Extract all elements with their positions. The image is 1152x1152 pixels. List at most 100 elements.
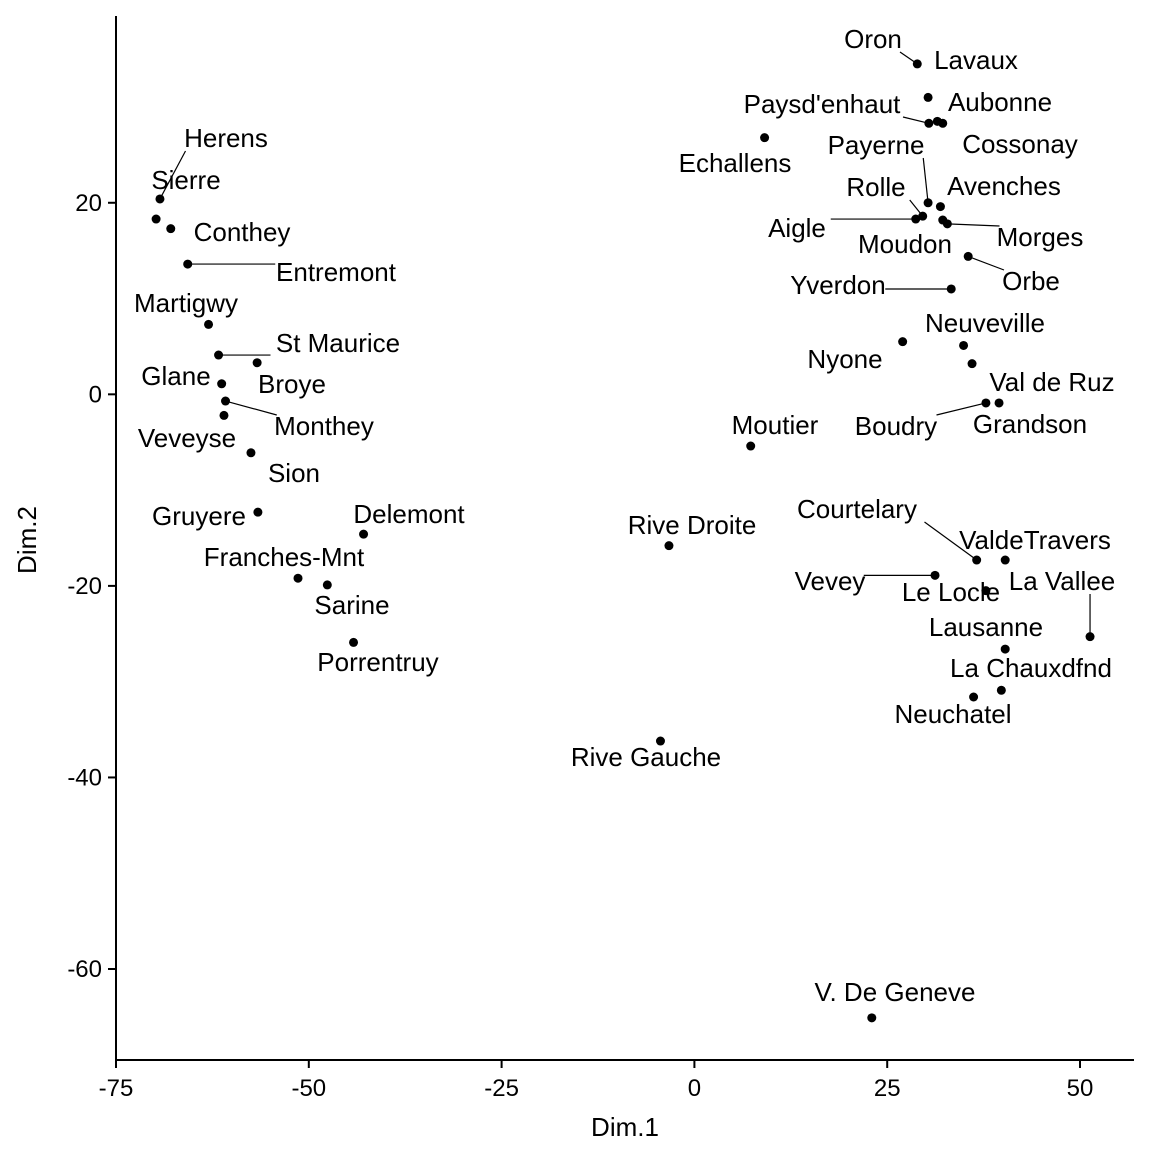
x-tick-label: -75 [99,1075,134,1102]
data-point [938,118,948,128]
data-point [935,202,945,212]
point-label: Moutier [732,410,819,440]
data-point [918,211,928,221]
point-labels: Oron Lavaux Paysd'enhaut Aubonne Cossonay Ech… [134,24,1115,1007]
point-label: Rive Droite [628,510,757,540]
data-point [923,198,933,208]
point-label: Sarine [314,590,389,620]
data-point [967,359,977,369]
point-label: Porrentruy [317,647,438,677]
data-point [946,284,956,294]
point-label: Oron [844,24,902,54]
data-point [981,398,991,408]
data-point [912,59,922,69]
point-label: Rolle [846,172,905,202]
data-point [930,570,940,580]
point-label: Lavaux [934,45,1018,75]
y-axis-title: Dim.2 [12,506,42,574]
point-label: Vevey [795,566,866,596]
point-label: Herens [184,123,268,153]
data-point [293,573,303,583]
data-point [359,529,369,539]
point-label: Moudon [858,229,952,259]
point-label: Paysd'enhaut [744,89,902,119]
data-point [924,118,934,128]
y-tick-label: -20 [67,573,102,600]
data-point [963,251,973,261]
data-point [994,398,1004,408]
axis-ticks: -75 -50 -25 0 25 50 -60 -40 -20 0 20 [67,190,1093,1102]
point-label: Aubonne [948,87,1052,117]
data-point [923,92,933,102]
point-label: Orbe [1002,266,1060,296]
point-label: Neuveville [925,308,1045,338]
y-tick-label: -60 [67,956,102,983]
point-label: Franches-Mnt [204,542,365,572]
data-point [996,685,1006,695]
data-point [349,637,359,647]
point-label: St Maurice [276,328,400,358]
data-point [664,541,674,551]
data-point [981,586,991,596]
data-point [214,350,224,360]
point-label: Nyone [807,344,882,374]
point-label: Cossonay [962,129,1078,159]
label-leader-line [936,402,987,416]
point-label: Gruyere [152,501,246,531]
label-leader-line [922,157,929,203]
point-label: Val de Ruz [989,367,1114,397]
data-point [253,507,263,517]
label-leader-line [967,255,1005,271]
label-leader-line [924,521,978,561]
leader-lines [159,51,1091,637]
data-point [1000,644,1010,654]
x-tick-label: 50 [1067,1075,1094,1102]
point-label: La Chauxdfnd [950,653,1112,683]
data-point [911,214,921,224]
label-leader-line [225,400,277,416]
y-tick-label: 0 [89,381,102,408]
x-tick-label: -50 [291,1075,326,1102]
x-axis-title: Dim.1 [591,1112,659,1142]
point-label: Yverdon [790,270,885,300]
point-label: Monthey [274,411,374,441]
data-point [155,194,165,204]
data-point [898,337,908,347]
data-point [217,379,227,389]
data-point [972,555,982,565]
data-point [959,340,969,350]
point-label: Broye [258,369,326,399]
x-tick-label: 25 [874,1075,901,1102]
point-label: ValdeTravers [959,525,1111,555]
label-leader-line [159,150,187,200]
data-point [252,358,262,368]
data-points [151,59,1095,1023]
data-point [942,219,952,229]
data-point [151,214,161,224]
point-label: Avenches [947,171,1061,201]
point-label: Le Locle [902,577,1000,607]
point-label: Entremont [276,257,397,287]
point-label: Glane [141,361,210,391]
data-point [1000,555,1010,565]
x-tick-label: 0 [688,1075,701,1102]
point-label: Sion [268,458,320,488]
point-label: Echallens [679,148,792,178]
data-point [204,319,214,329]
y-tick-label: 20 [75,190,102,217]
data-point [166,224,176,234]
point-label: Rive Gauche [571,742,721,772]
point-label: V. De Geneve [815,977,976,1007]
data-point [969,692,979,702]
data-point [760,133,770,143]
point-label: Boudry [855,411,937,441]
data-point [655,736,665,746]
data-point [746,441,756,451]
point-label: Neuchatel [894,699,1011,729]
data-point [183,259,193,269]
point-label: Courtelary [797,494,917,524]
data-point [1085,632,1095,642]
y-tick-label: -40 [67,764,102,791]
